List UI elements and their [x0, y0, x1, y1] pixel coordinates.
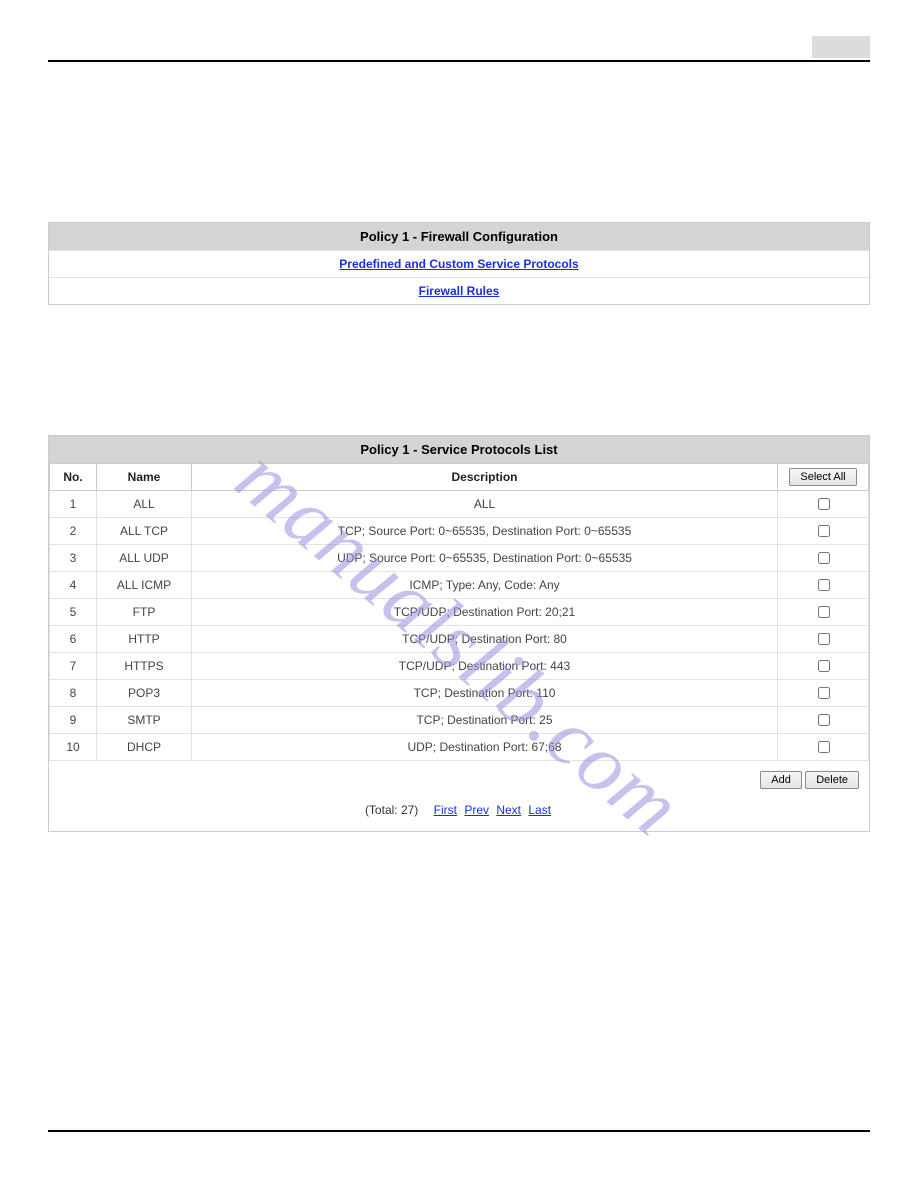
protocols-table: No. Name Description Select All 1ALLALL2… [49, 463, 869, 761]
header-gray-box [812, 36, 870, 58]
pager-first[interactable]: First [434, 803, 457, 817]
table-row: 1ALLALL [50, 491, 869, 518]
row-checkbox[interactable] [818, 687, 830, 699]
cell-name: ALL UDP [97, 545, 192, 572]
row-checkbox[interactable] [818, 741, 830, 753]
col-header-description: Description [192, 464, 778, 491]
cell-no: 6 [50, 626, 97, 653]
cell-no: 4 [50, 572, 97, 599]
table-row: 3ALL UDPUDP; Source Port: 0~65535, Desti… [50, 545, 869, 572]
cell-description: TCP/UDP; Destination Port: 80 [192, 626, 778, 653]
table-row: 8POP3TCP; Destination Port: 110 [50, 680, 869, 707]
cell-name: ALL TCP [97, 518, 192, 545]
cell-name: ALL [97, 491, 192, 518]
table-row: 7HTTPSTCP/UDP; Destination Port: 443 [50, 653, 869, 680]
row-checkbox[interactable] [818, 633, 830, 645]
table-row: 9SMTPTCP; Destination Port: 25 [50, 707, 869, 734]
cell-checkbox [778, 572, 869, 599]
cell-checkbox [778, 707, 869, 734]
cell-no: 3 [50, 545, 97, 572]
cell-checkbox [778, 734, 869, 761]
cell-no: 5 [50, 599, 97, 626]
cell-checkbox [778, 491, 869, 518]
row-checkbox[interactable] [818, 660, 830, 672]
pager: (Total: 27) First Prev Next Last [49, 795, 869, 831]
row-checkbox[interactable] [818, 714, 830, 726]
config-link-row-1: Predefined and Custom Service Protocols [49, 250, 869, 277]
cell-no: 1 [50, 491, 97, 518]
cell-name: FTP [97, 599, 192, 626]
cell-checkbox [778, 626, 869, 653]
table-row: 10DHCPUDP; Destination Port: 67;68 [50, 734, 869, 761]
cell-no: 2 [50, 518, 97, 545]
protocols-panel: Policy 1 - Service Protocols List No. Na… [48, 435, 870, 832]
select-all-button[interactable]: Select All [789, 468, 856, 486]
cell-description: TCP/UDP; Destination Port: 443 [192, 653, 778, 680]
table-row: 2ALL TCPTCP; Source Port: 0~65535, Desti… [50, 518, 869, 545]
pager-prev[interactable]: Prev [464, 803, 489, 817]
row-checkbox[interactable] [818, 606, 830, 618]
predefined-protocols-link[interactable]: Predefined and Custom Service Protocols [339, 257, 578, 271]
protocols-title: Policy 1 - Service Protocols List [49, 436, 869, 463]
protocols-header-row: No. Name Description Select All [50, 464, 869, 491]
cell-description: ALL [192, 491, 778, 518]
add-button[interactable]: Add [760, 771, 802, 789]
firewall-rules-link[interactable]: Firewall Rules [419, 284, 500, 298]
col-header-select: Select All [778, 464, 869, 491]
table-row: 5FTPTCP/UDP; Destination Port: 20;21 [50, 599, 869, 626]
cell-name: POP3 [97, 680, 192, 707]
table-row: 6HTTPTCP/UDP; Destination Port: 80 [50, 626, 869, 653]
firewall-config-title: Policy 1 - Firewall Configuration [49, 223, 869, 250]
cell-description: UDP; Source Port: 0~65535, Destination P… [192, 545, 778, 572]
cell-name: HTTPS [97, 653, 192, 680]
cell-no: 7 [50, 653, 97, 680]
cell-checkbox [778, 545, 869, 572]
cell-description: ICMP; Type: Any, Code: Any [192, 572, 778, 599]
col-header-no: No. [50, 464, 97, 491]
cell-no: 8 [50, 680, 97, 707]
cell-name: DHCP [97, 734, 192, 761]
row-checkbox[interactable] [818, 552, 830, 564]
cell-description: TCP; Destination Port: 110 [192, 680, 778, 707]
delete-button[interactable]: Delete [805, 771, 859, 789]
col-header-name: Name [97, 464, 192, 491]
pager-next[interactable]: Next [496, 803, 521, 817]
cell-name: HTTP [97, 626, 192, 653]
cell-description: TCP/UDP; Destination Port: 20;21 [192, 599, 778, 626]
cell-description: TCP; Destination Port: 25 [192, 707, 778, 734]
cell-checkbox [778, 680, 869, 707]
page: Policy 1 - Firewall Configuration Predef… [0, 0, 918, 1188]
cell-name: ALL ICMP [97, 572, 192, 599]
cell-name: SMTP [97, 707, 192, 734]
cell-checkbox [778, 518, 869, 545]
table-row: 4ALL ICMPICMP; Type: Any, Code: Any [50, 572, 869, 599]
cell-no: 9 [50, 707, 97, 734]
row-checkbox[interactable] [818, 579, 830, 591]
pager-total: (Total: 27) [365, 803, 418, 817]
row-checkbox[interactable] [818, 498, 830, 510]
cell-description: UDP; Destination Port: 67;68 [192, 734, 778, 761]
firewall-config-panel: Policy 1 - Firewall Configuration Predef… [48, 222, 870, 305]
cell-checkbox [778, 653, 869, 680]
table-action-row: Add Delete [49, 761, 869, 795]
cell-no: 10 [50, 734, 97, 761]
cell-checkbox [778, 599, 869, 626]
pager-last[interactable]: Last [528, 803, 551, 817]
config-link-row-2: Firewall Rules [49, 277, 869, 304]
top-rule [48, 60, 870, 62]
cell-description: TCP; Source Port: 0~65535, Destination P… [192, 518, 778, 545]
row-checkbox[interactable] [818, 525, 830, 537]
bottom-rule [48, 1130, 870, 1132]
